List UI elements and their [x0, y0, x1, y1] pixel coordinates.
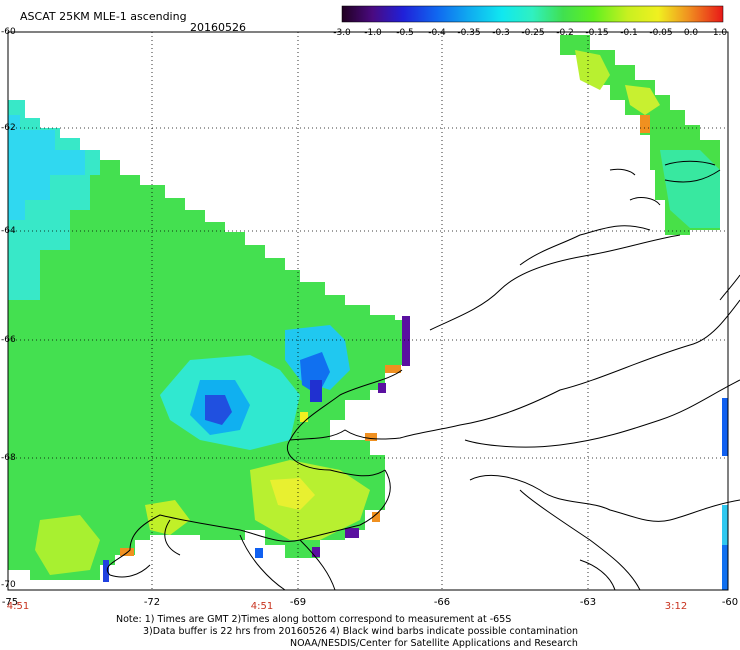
colorbar-label: -0.5	[396, 28, 414, 38]
graticule	[8, 32, 728, 590]
x-axis-label: -60	[721, 597, 739, 608]
colorbar-label: -0.4	[428, 28, 446, 38]
colorbar-label: -0.35	[457, 28, 481, 38]
colorbar-label: -0.2	[556, 28, 574, 38]
note-line-1: Note: 1) Times are GMT 2)Times along bot…	[116, 614, 512, 625]
note-line-3: NOAA/NESDIS/Center for Satellite Applica…	[290, 638, 578, 649]
x-axis-label: -69	[289, 597, 307, 608]
map-frame	[7, 31, 729, 591]
x-axis-label: -75	[1, 597, 19, 608]
y-axis-label: -60	[1, 27, 16, 37]
colorbar-label: -0.1	[620, 28, 638, 38]
wind-swath-right	[560, 35, 728, 590]
time-label: 4:51	[6, 601, 30, 612]
wind-swath-left	[8, 100, 410, 582]
x-axis-label: -63	[579, 597, 597, 608]
colorbar-label: -0.3	[492, 28, 510, 38]
coastline	[107, 160, 740, 591]
x-axis-label: -72	[143, 597, 161, 608]
colorbar-label: -0.05	[649, 28, 673, 38]
note-line-2: 3)Data buffer is 22 hrs from 20160526 4)…	[143, 626, 579, 637]
colorbar-label: 1.0	[712, 28, 728, 38]
colorbar-label: 0.0	[683, 28, 699, 38]
product-date: 20160526	[190, 21, 246, 34]
time-label: 3:12	[664, 601, 688, 612]
map-canvas	[7, 31, 740, 591]
y-axis-label: -66	[1, 335, 16, 345]
y-axis-label: -62	[1, 123, 16, 133]
colorbar-label: -0.25	[521, 28, 545, 38]
y-axis-label: -64	[1, 226, 16, 236]
time-label: 4:51	[250, 601, 274, 612]
colorbar-label: -3.0	[333, 28, 351, 38]
x-axis-label: -66	[433, 597, 451, 608]
colorbar-label: -1.0	[364, 28, 382, 38]
y-axis-label: -70	[1, 580, 16, 590]
colorbar-gradient	[341, 5, 724, 23]
colorbar-label: -0.15	[585, 28, 609, 38]
y-axis-label: -68	[1, 453, 16, 463]
product-title: ASCAT 25KM MLE-1 ascending	[20, 10, 187, 23]
